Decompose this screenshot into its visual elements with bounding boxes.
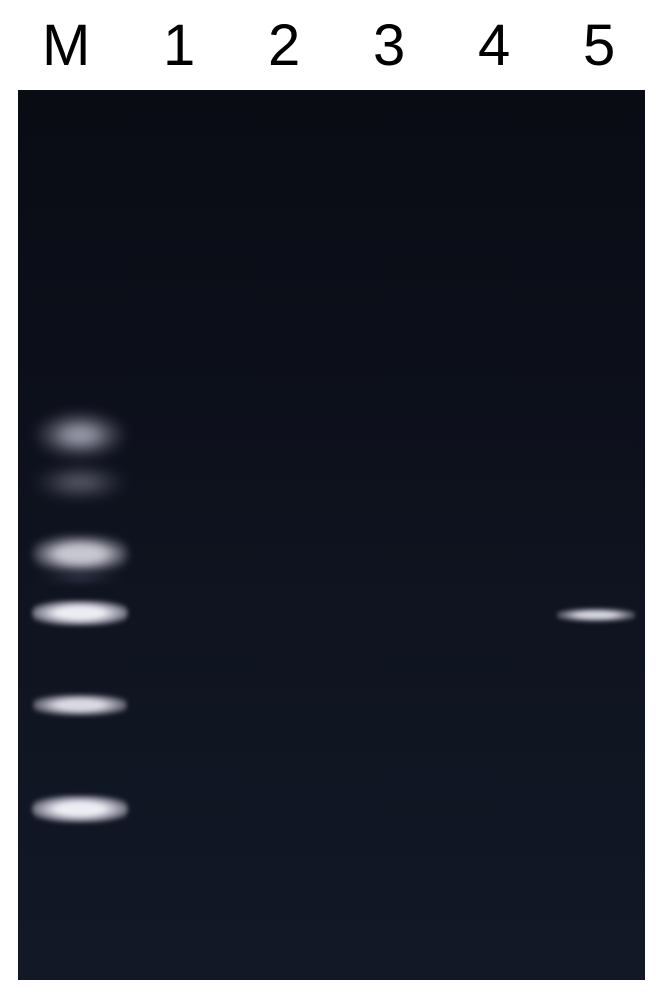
band-lane-M [33, 694, 127, 716]
band-lane-M [34, 465, 126, 500]
lane-labels-row: M 1 2 3 4 5 [0, 0, 663, 90]
lane-label-5: 5 [583, 12, 615, 79]
band-lane-M [35, 410, 125, 460]
lane-label-4: 4 [478, 12, 510, 79]
band-lane-M [33, 535, 128, 573]
lane-label-M: M [42, 12, 90, 79]
lane-label-2: 2 [268, 12, 300, 79]
gel-image [18, 90, 645, 980]
lane-label-3: 3 [373, 12, 405, 79]
gel-figure: M 1 2 3 4 5 [0, 0, 663, 1000]
band-lane-M [32, 600, 128, 626]
band-lane-M [36, 572, 124, 584]
lane-label-1: 1 [163, 12, 195, 79]
band-lane-M [32, 795, 128, 823]
band-lane-5 [557, 608, 635, 622]
